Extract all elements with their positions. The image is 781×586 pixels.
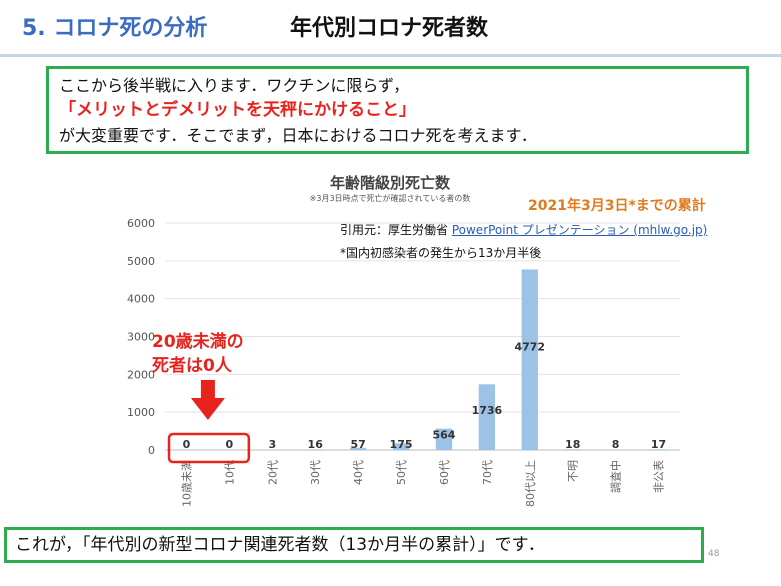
summary-box: これが，「年代別の新型コロナ関連死者数（13か月半の累計）」です． [4,527,704,563]
y-tick-label: 2000 [127,368,155,381]
cumulative-label: 2021年3月3日*までの累計 [528,198,706,214]
x-tick-label: 10歳未満 [180,460,193,507]
source-citation: 引用元：厚生労働省 PowerPoint プレゼンテーション (mhlw.go.… [340,221,707,238]
intro-box: ここから後半戦に入ります．ワクチンに限らず， 「メリットとデメリットを天秤にかけ… [46,66,749,154]
bar [435,428,453,450]
chart-subtitle: ※3月3日時点で死亡が確認されている者の数 [309,194,471,203]
bar [564,449,581,450]
y-tick-label: 1000 [127,406,155,419]
chart-title: 年齢階級別死亡数 [329,174,450,192]
data-label: 564 [432,428,455,441]
header: 5. コロナ死の分析 年代別コロナ死者数 [0,0,781,57]
bar [521,269,538,450]
data-label: 0 [226,438,234,451]
y-tick-label: 4000 [127,293,155,306]
intro-line-2: 「メリットとデメリットを天秤にかけること」 [59,100,416,120]
arrow-down-icon [190,380,225,420]
x-tick-label: 非公表 [652,460,666,493]
x-tick-label: 10代 [223,460,236,485]
data-label: 18 [565,438,580,451]
y-tick-label: 0 [148,444,155,457]
x-tick-label: 80代以上 [524,460,537,507]
x-tick-label: 40代 [352,460,365,485]
x-tick-label: 30代 [309,460,322,485]
source-label: 引用元：厚生労働省 [340,223,449,237]
bar [392,443,410,450]
chart-note: *国内初感染者の発生から13か月半後 [340,246,542,260]
section-title: 5. コロナ死の分析 [22,16,208,41]
callout-line-1: 20歳未満の [152,332,244,352]
data-label: 57 [350,438,365,451]
x-tick-label: 不明 [567,460,580,482]
callout-line-2: 死者は0人 [152,356,232,376]
source-link[interactable]: PowerPoint プレゼンテーション (mhlw.go.jp) [451,223,708,237]
page-title: 年代別コロナ死者数 [290,16,489,41]
y-tick-label: 5000 [127,255,155,268]
bar [349,447,367,450]
callout-text: 20歳未満の 死者は0人 [152,330,244,378]
x-tick-label: 50代 [395,460,408,485]
x-tick-label: 70代 [481,460,494,485]
highlight-box [167,432,251,464]
data-label: 4772 [514,341,545,354]
header-divider [0,54,781,57]
x-tick-label: 調査中 [609,460,623,493]
intro-line-3: が大変重要です．そこでまず，日本におけるコロナ死を考えます． [59,126,537,145]
bar [307,449,324,450]
data-label: 3 [268,438,276,451]
data-label: 0 [183,438,191,451]
bar [478,384,496,450]
data-label: 8 [612,438,620,451]
y-tick-label: 3000 [127,331,155,344]
x-tick-label: 20代 [266,460,279,485]
page-number: 48 [708,549,720,559]
data-label: 1736 [472,404,503,417]
bar [650,449,667,450]
data-label: 16 [308,438,324,451]
y-tick-label: 6000 [127,217,155,230]
data-label: 175 [390,438,413,451]
data-label: 17 [651,438,666,451]
x-tick-label: 60代 [438,460,451,485]
summary-text: これが，「年代別の新型コロナ関連死者数（13か月半の累計）」です． [15,535,545,555]
intro-line-1: ここから後半戦に入ります．ワクチンに限らず， [59,76,410,95]
